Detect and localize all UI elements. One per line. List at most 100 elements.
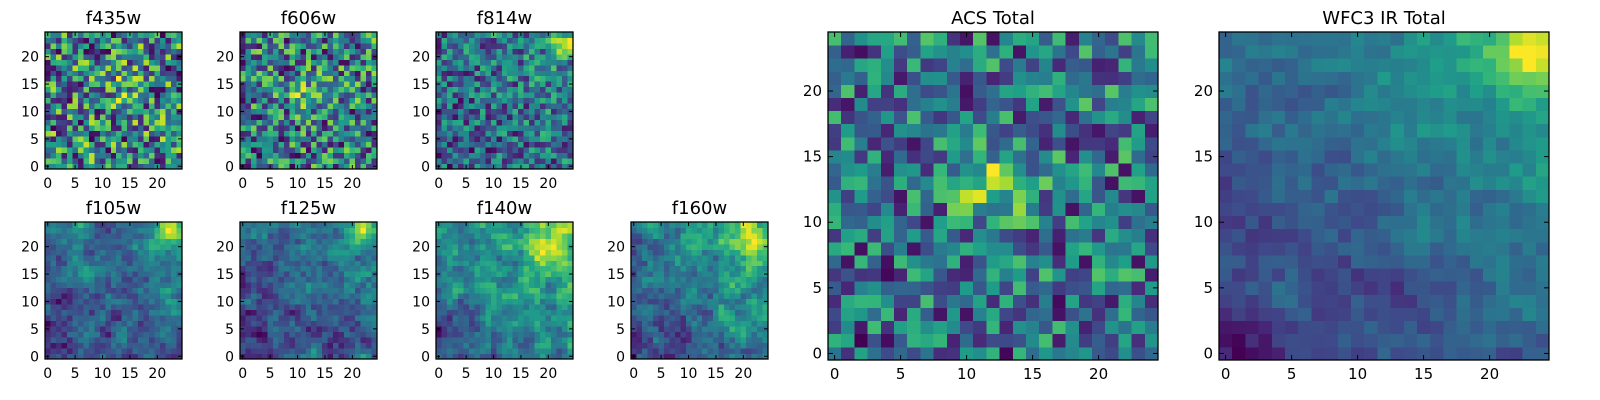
heatmap-cell	[946, 163, 961, 177]
heatmap-cell	[479, 147, 486, 153]
heatmap-cell	[490, 152, 497, 159]
heatmap-cell	[50, 260, 57, 267]
heatmap-cell	[1012, 281, 1027, 295]
heatmap-cell	[240, 304, 246, 311]
heatmap-cell	[322, 48, 329, 55]
heatmap-cell	[680, 260, 687, 267]
heatmap-cell	[267, 103, 274, 110]
heatmap-cell	[485, 86, 492, 93]
heatmap-cell	[272, 348, 279, 354]
heatmap-cell	[305, 92, 312, 99]
heatmap-cell	[457, 53, 464, 60]
heatmap-cell	[256, 48, 263, 55]
heatmap-cell	[132, 64, 139, 71]
heatmap-cell	[512, 86, 519, 93]
heatmap-cell	[1052, 268, 1066, 282]
heatmap-cell	[88, 238, 95, 245]
heatmap-cell	[920, 176, 934, 190]
heatmap-cell	[680, 222, 687, 228]
heatmap-cell	[344, 331, 350, 338]
heatmap-cell	[636, 260, 643, 267]
heatmap-cell	[289, 287, 296, 294]
heatmap-cell	[165, 130, 172, 137]
heatmap-cell	[551, 136, 557, 142]
heatmap-cell	[496, 130, 503, 137]
heatmap-cell	[305, 108, 312, 115]
heatmap-cell	[127, 232, 134, 239]
heatmap-cell	[436, 114, 442, 121]
heatmap-cell	[267, 337, 274, 343]
heatmap-cell	[529, 287, 536, 294]
heatmap-cell	[512, 125, 519, 132]
heatmap-cell	[278, 309, 285, 316]
heatmap-cell	[446, 222, 453, 228]
heatmap-cell	[1078, 241, 1093, 256]
heatmap-cell	[496, 282, 503, 289]
heatmap-cell	[371, 125, 378, 132]
heatmap-cell	[66, 147, 73, 153]
heatmap-cell	[261, 337, 268, 343]
heatmap-cell	[154, 331, 161, 338]
heatmap-cell	[707, 337, 714, 343]
heatmap-cell	[702, 320, 709, 327]
heatmap-cell	[338, 53, 345, 60]
heatmap-cell	[283, 222, 290, 228]
heatmap-cell	[713, 282, 720, 289]
heatmap-cell	[66, 331, 73, 338]
heatmap-cell	[138, 147, 145, 153]
heatmap-cell	[250, 331, 257, 338]
heatmap-cell	[344, 320, 350, 327]
heatmap-cell	[267, 147, 274, 153]
heatmap-cell	[154, 75, 161, 82]
heatmap-cell	[99, 337, 106, 343]
heatmap-cell	[83, 243, 90, 250]
heatmap-cell	[245, 222, 252, 228]
heatmap-cell	[289, 125, 296, 132]
heatmap-cell	[1039, 202, 1053, 217]
heatmap-cell	[507, 53, 514, 60]
heatmap-cell	[55, 287, 62, 294]
heatmap-cell	[176, 232, 183, 239]
heatmap-cell	[713, 276, 720, 283]
heatmap-cell	[512, 315, 519, 322]
heatmap-cell	[138, 337, 145, 343]
heatmap-cell	[523, 163, 530, 170]
heatmap-cell	[355, 238, 361, 245]
heatmap-cell	[1131, 189, 1146, 203]
heatmap-cell	[77, 152, 84, 159]
heatmap-cell	[446, 125, 453, 132]
heatmap-cell	[371, 309, 378, 316]
heatmap-cell	[933, 215, 948, 230]
heatmap-cell	[718, 265, 725, 272]
heatmap-cell	[165, 37, 172, 44]
heatmap-cell	[132, 238, 139, 245]
heatmap-cell	[116, 227, 123, 234]
heatmap-cell	[110, 265, 117, 272]
heatmap-cell	[691, 271, 698, 278]
heatmap-cell	[463, 282, 470, 289]
heatmap-cell	[116, 64, 123, 71]
heatmap-cell	[272, 97, 279, 104]
heatmap-cell	[283, 42, 290, 49]
heatmap-cell	[143, 97, 150, 104]
heatmap-cell	[674, 320, 681, 327]
heatmap-cell	[556, 125, 563, 132]
heatmap-cell	[496, 70, 503, 77]
heatmap-cell	[294, 348, 301, 354]
heatmap-cell	[507, 136, 514, 142]
heatmap-cell	[1026, 333, 1040, 348]
heatmap-cell	[529, 254, 536, 261]
heatmap-cell	[529, 97, 536, 104]
heatmap-cell	[512, 163, 519, 170]
heatmap-cell	[685, 348, 692, 354]
heatmap-cell	[452, 42, 459, 49]
heatmap-cell	[496, 293, 503, 300]
heatmap-cell	[647, 282, 654, 289]
heatmap-cell	[94, 147, 101, 153]
y-tick-label: 20	[412, 240, 430, 256]
heatmap-cell	[72, 276, 79, 283]
heatmap-cell	[294, 48, 301, 55]
heatmap-cell	[1078, 320, 1093, 335]
x-tick-label: 15	[316, 176, 334, 192]
heatmap-cell	[562, 348, 568, 354]
